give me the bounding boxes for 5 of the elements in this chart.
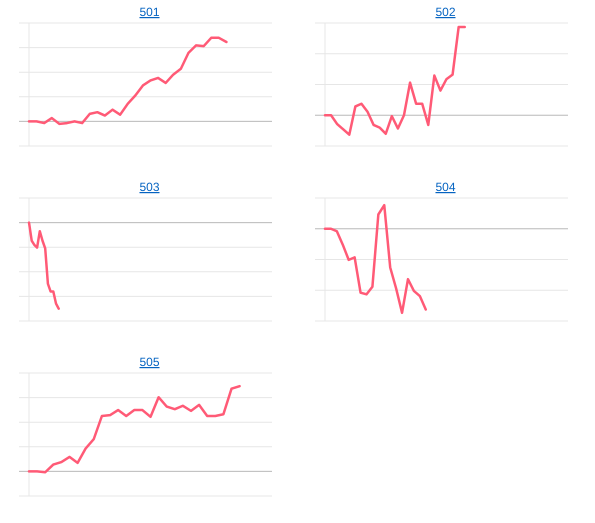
chart-title: 501 bbox=[139, 5, 160, 19]
chart-title: 502 bbox=[435, 5, 456, 19]
chart-title: 503 bbox=[139, 180, 160, 194]
chart-title: 505 bbox=[139, 355, 160, 369]
chart-title: 504 bbox=[435, 180, 456, 194]
